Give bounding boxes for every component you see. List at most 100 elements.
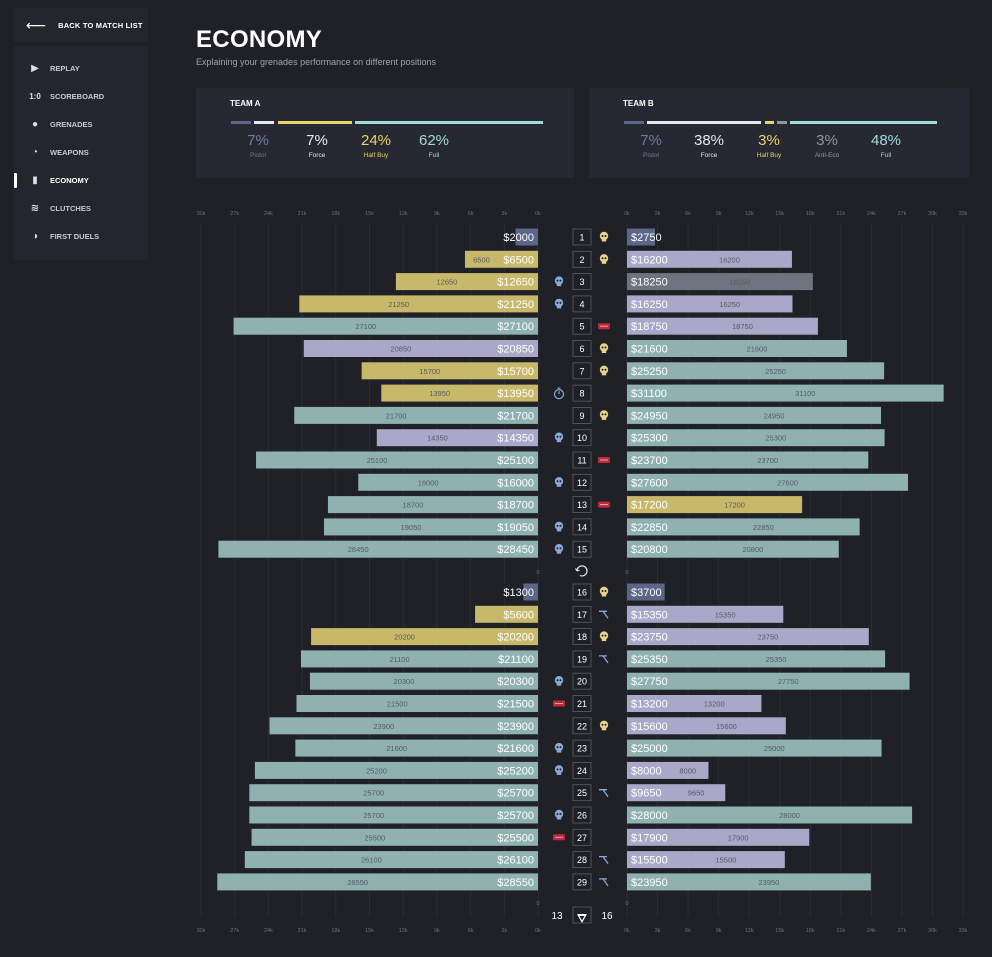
skull-eye-icon: [556, 524, 559, 527]
team-a-money-label: $14350: [497, 433, 534, 445]
team-b-round-bar: [627, 384, 944, 402]
team-b-money-label: $17900: [631, 832, 668, 844]
right-axis-tick-bottom: 30k: [928, 928, 937, 934]
left-axis-tick-bottom: 12k: [399, 928, 408, 934]
team-a-money-label: $20200: [497, 632, 534, 644]
team-a-round-bar: [327, 496, 538, 514]
sidebar-item-clutches[interactable]: ≋ CLUTCHES: [14, 194, 148, 222]
team-b-bar-label: 18750: [732, 322, 753, 331]
team-b-bar-label: 13200: [704, 700, 725, 709]
sidebar-item-economy[interactable]: ▮ ECONOMY: [14, 166, 148, 194]
team-a-round-bar: [381, 384, 538, 402]
right-axis-tick-bottom: 21k: [836, 928, 845, 934]
team-a-money-label: $1300: [503, 587, 534, 599]
team-a-bar-label: 28550: [347, 878, 368, 887]
round-number-box: [572, 496, 592, 514]
sidebar-item-first-duels[interactable]: ◑ FIRST DUELS: [14, 222, 148, 250]
right-axis-tick-top: 33k: [959, 211, 968, 217]
team-b-money-label: $24950: [631, 410, 668, 422]
back-to-match-list-button[interactable]: ⟵ BACK TO MATCH LIST: [14, 8, 148, 42]
skull-eye-icon: [604, 634, 607, 637]
right-axis-tick-top: 30k: [928, 211, 937, 217]
team-b-round-bar: [627, 451, 869, 469]
scoreboard-icon: 1:0: [29, 91, 41, 101]
team-a-round-bar: [299, 295, 538, 313]
stat-percent: 24%: [360, 132, 392, 149]
team-b-money-label: $23950: [631, 877, 668, 889]
skull-jaw-icon: [556, 305, 562, 309]
right-axis-tick-bottom: 3k: [655, 928, 661, 934]
grenade-icon: ●: [31, 118, 39, 130]
skull-eye-icon: [601, 257, 604, 260]
skull-eye-icon: [604, 235, 607, 237]
team-a-money-label: $28450: [497, 544, 534, 556]
sidebar-item-replay[interactable]: ▶ REPLAY: [14, 54, 148, 82]
round-number-box: [572, 451, 592, 469]
team-b-bar-label: 17900: [728, 833, 749, 842]
team-a-round-bar: [358, 473, 538, 491]
left-axis-tick-top: 21k: [298, 211, 307, 217]
right-axis-tick-top: 18k: [806, 211, 815, 217]
round-number-box: [572, 695, 592, 712]
round-number-box: [572, 806, 592, 824]
right-axis-tick-bottom: 9k: [716, 928, 722, 934]
arrow-left-icon: ⟵: [26, 16, 47, 33]
team-a-round-bar: [300, 650, 538, 668]
team-a-bar-label: 25500: [364, 833, 385, 842]
team-b-money-label: $28000: [631, 810, 668, 822]
team-b-money-label: $25350: [631, 654, 668, 666]
team-a-round-bar: [249, 784, 538, 802]
team-b-round-bar: [627, 695, 762, 712]
team-b-money-label: $13200: [631, 699, 668, 711]
defuse-kit-icon: [599, 789, 609, 798]
end-left-zero: 0: [536, 901, 539, 907]
stat-percent: 38%: [693, 132, 725, 149]
right-axis-tick-bottom: 33k: [959, 928, 968, 934]
match-end-icon: [577, 914, 587, 923]
team-a-full-share-bar: [355, 121, 543, 124]
left-axis-tick-bottom: 3k: [501, 928, 507, 934]
left-axis-tick-top: 30k: [197, 211, 206, 217]
team-a-round-bar: [269, 717, 538, 735]
team-b-round-bar: [627, 362, 885, 380]
round-number-box: [572, 295, 592, 313]
team-b-bar-label: 23700: [757, 456, 778, 465]
team-a-bar-label: 21250: [388, 300, 409, 309]
team-a-round-bar: [256, 451, 538, 469]
sidebar-item-label: ECONOMY: [50, 175, 89, 185]
sidebar-item-scoreboard[interactable]: 1:0 SCOREBOARD: [14, 82, 148, 110]
left-axis-tick-bottom: 9k: [434, 928, 440, 934]
team-b-bar-label: 23950: [758, 878, 779, 887]
team-b-money-label: $23750: [631, 632, 668, 644]
skull-eye-icon: [604, 368, 607, 371]
round-number-box: [572, 650, 592, 668]
round-number-box: [572, 628, 592, 645]
skull-icon: [554, 298, 564, 308]
team-a-round-bar: [475, 605, 538, 623]
team-b-round-bar: [627, 851, 785, 869]
right-axis-tick-top: 6k: [685, 211, 691, 217]
skull-icon: [599, 365, 609, 374]
round-number: 21: [577, 699, 587, 709]
side-swap-icon: [574, 565, 588, 577]
team-b-bar-label: 21600: [747, 345, 768, 354]
team-b-name: TEAM B: [623, 99, 654, 108]
team-b-money-label: $31100: [631, 388, 667, 400]
skull-jaw-icon: [556, 550, 562, 554]
stat-label: Pistol: [250, 152, 266, 159]
round-number: 24: [577, 766, 587, 776]
round-number: 19: [577, 654, 587, 664]
skull-jaw-icon: [556, 682, 562, 686]
team-b-money-label: $3700: [631, 587, 662, 599]
sidebar-item-weapons[interactable]: ◔ WEAPONS: [14, 138, 148, 166]
team-a-round-bar: [303, 340, 538, 357]
right-axis-tick-top: 3k: [655, 211, 661, 217]
team-a-stat-pistol: 7% Pistol: [242, 132, 274, 159]
round-number-box: [572, 473, 592, 491]
round-number: 27: [577, 833, 587, 843]
sidebar-item-label: GRENADES: [50, 119, 93, 129]
sidebar-item-label: FIRST DUELS: [50, 231, 100, 241]
team-b-bar-label: 9650: [688, 789, 705, 798]
sidebar-item-grenades[interactable]: ● GRENADES: [14, 110, 148, 138]
team-b-antieco-share-bar: [777, 121, 787, 124]
